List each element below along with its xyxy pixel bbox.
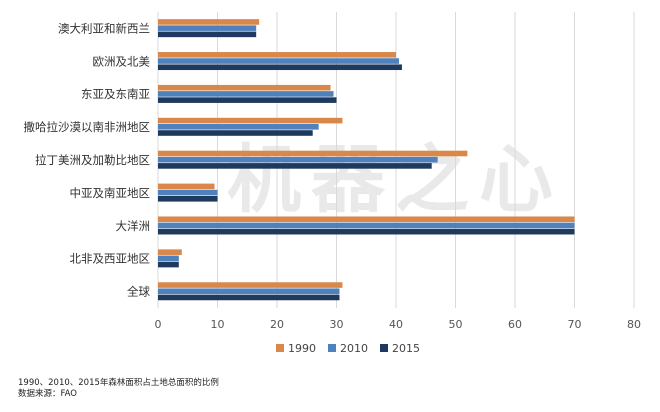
caption-title: 1990、2010、2015年森林面积占土地总面积的比例	[18, 378, 219, 388]
category-label: 中亚及南亚地区	[70, 186, 151, 200]
bars	[158, 19, 575, 301]
category-label: 东亚及东南亚	[81, 87, 150, 101]
bar-1990-5	[158, 183, 215, 190]
category-label: 欧洲及北美	[93, 54, 151, 68]
legend: 1990 2010 2015	[276, 342, 420, 355]
bar-2015-3	[158, 130, 313, 136]
legend-swatch-2010	[328, 344, 336, 352]
x-tick-label: 0	[155, 318, 162, 331]
x-tick-label: 50	[449, 318, 463, 331]
bar-1990-2	[158, 84, 331, 91]
category-label: 北非及西亚地区	[70, 252, 151, 266]
category-label: 撒哈拉沙漠以南非洲地区	[24, 120, 151, 134]
bar-2015-1	[158, 64, 402, 71]
bar-2015-4	[158, 163, 432, 169]
bar-2015-7	[158, 261, 179, 268]
legend-swatch-2015	[380, 344, 388, 352]
x-tick-label: 20	[270, 318, 284, 331]
bar-1990-1	[158, 52, 396, 58]
x-tick-label: 60	[508, 318, 522, 331]
legend-label-1990: 1990	[288, 342, 316, 355]
caption-source: 数据来源：FAO	[18, 389, 77, 399]
category-label: 大洋洲	[116, 219, 151, 233]
bar-2010-2	[158, 91, 334, 97]
category-label: 澳大利亚和新西兰	[58, 21, 150, 35]
bar-2010-7	[158, 255, 179, 262]
bar-2010-3	[158, 124, 319, 130]
bar-2010-6	[158, 222, 575, 229]
legend-label-2010: 2010	[340, 342, 368, 355]
category-labels: 澳大利亚和新西兰欧洲及北美东亚及东南亚撒哈拉沙漠以南非洲地区拉丁美洲及加勒比地区…	[24, 21, 151, 298]
bar-2010-1	[158, 58, 399, 64]
bar-2010-0	[158, 25, 257, 31]
bar-1990-8	[158, 282, 343, 288]
legend-label-2015: 2015	[392, 342, 420, 355]
bar-2010-4	[158, 156, 438, 163]
x-tick-label: 70	[568, 318, 582, 331]
x-tick-label: 30	[330, 318, 344, 331]
bar-2015-0	[158, 31, 257, 38]
bar-2015-6	[158, 228, 575, 235]
x-tick-label: 40	[389, 318, 403, 331]
x-axis-ticks: 0 10 20 30 40 50 60 70 80	[155, 318, 642, 331]
bar-2010-5	[158, 189, 218, 196]
bar-2015-5	[158, 195, 218, 202]
bar-chart: 机器之心 澳大利亚和新西兰欧洲及北美东亚及东南亚撒哈拉沙漠以南非洲地区拉丁美洲及…	[24, 12, 642, 355]
x-tick-label: 10	[211, 318, 225, 331]
category-label: 拉丁美洲及加勒比地区	[35, 153, 150, 167]
bar-1990-4	[158, 150, 468, 157]
bar-2015-2	[158, 97, 337, 103]
category-label: 全球	[127, 285, 150, 299]
bar-1990-0	[158, 19, 260, 25]
bar-1990-7	[158, 249, 182, 255]
bar-1990-3	[158, 117, 343, 124]
bar-2010-8	[158, 288, 340, 295]
bar-2015-8	[158, 294, 340, 301]
bar-1990-6	[158, 216, 575, 223]
x-tick-label: 80	[627, 318, 641, 331]
legend-swatch-1990	[276, 344, 284, 352]
